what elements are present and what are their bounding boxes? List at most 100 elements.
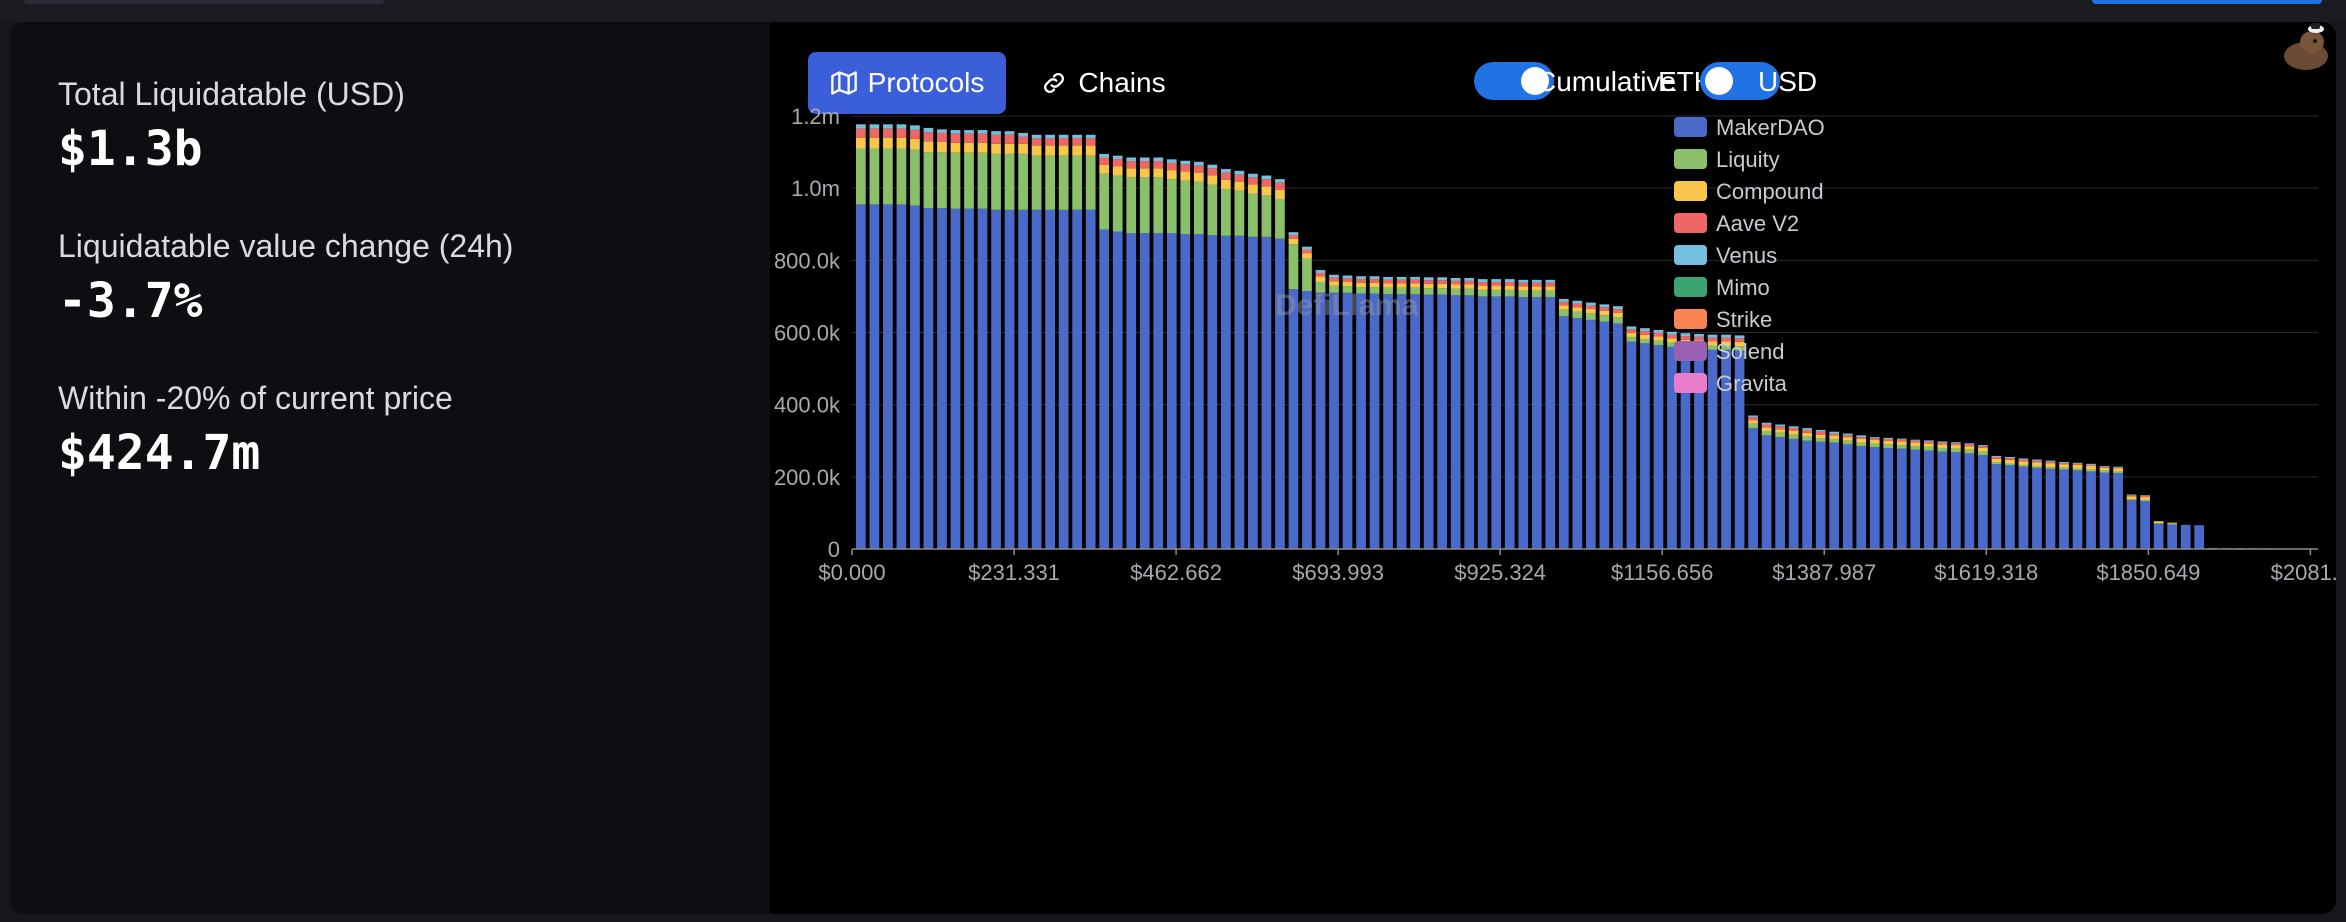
bar-segment-compound[interactable]: [2072, 464, 2083, 469]
bar-segment-venus[interactable]: [1072, 134, 1083, 139]
legend-swatch[interactable]: [1674, 245, 1707, 265]
bar-segment-aave-v2[interactable]: [2072, 463, 2083, 465]
bar-segment-venus[interactable]: [1329, 274, 1339, 278]
legend-swatch[interactable]: [1674, 277, 1707, 297]
bar-segment-aave-v2[interactable]: [964, 133, 974, 143]
bar-segment-makerdao[interactable]: [1964, 453, 1975, 549]
legend-swatch[interactable]: [1674, 149, 1707, 169]
bar-segment-venus[interactable]: [2032, 459, 2042, 461]
bar-segment-liquity[interactable]: [1896, 445, 1907, 449]
bar-segment-liquity[interactable]: [1721, 345, 1731, 350]
bar-segment-venus[interactable]: [1572, 300, 1583, 304]
bar-segment-makerdao[interactable]: [1112, 231, 1123, 549]
bar-segment-makerdao[interactable]: [1166, 233, 1177, 549]
bar-segment-makerdao[interactable]: [1410, 294, 1420, 549]
bar-segment-aave-v2[interactable]: [2032, 460, 2042, 463]
bar-segment-venus[interactable]: [1734, 335, 1745, 339]
bar-segment-liquity[interactable]: [1396, 287, 1407, 295]
bar-segment-aave-v2[interactable]: [1923, 441, 1934, 444]
legend-swatch[interactable]: [1674, 309, 1707, 329]
bar-segment-aave-v2[interactable]: [1951, 443, 1961, 446]
bar-segment-compound[interactable]: [1829, 435, 1840, 439]
bar-segment-venus[interactable]: [1531, 279, 1542, 283]
bar-segment-liquity[interactable]: [1477, 289, 1488, 297]
bar-segment-aave-v2[interactable]: [2059, 463, 2069, 465]
bar-segment-venus[interactable]: [2072, 462, 2083, 464]
bar-segment-makerdao[interactable]: [1883, 447, 1894, 549]
bar-segment-venus[interactable]: [1180, 160, 1191, 165]
bar-segment-venus[interactable]: [1234, 170, 1245, 175]
bar-segment-makerdao[interactable]: [2018, 466, 2029, 549]
bar-segment-venus[interactable]: [1369, 276, 1380, 280]
bar-segment-aave-v2[interactable]: [1085, 138, 1096, 146]
bar-segment-liquity[interactable]: [950, 152, 961, 209]
bar-segment-venus[interactable]: [1275, 179, 1285, 183]
bar-segment-venus[interactable]: [964, 130, 974, 134]
bar-segment-compound[interactable]: [1166, 170, 1177, 180]
bar-segment-compound[interactable]: [1018, 143, 1028, 154]
bar-segment-liquity[interactable]: [856, 148, 866, 205]
bar-segment-compound[interactable]: [1261, 186, 1272, 196]
bar-segment-aave-v2[interactable]: [1504, 281, 1515, 286]
bar-segment-liquity[interactable]: [1531, 290, 1542, 298]
bar-segment-liquity[interactable]: [1437, 288, 1448, 295]
bar-segment-liquity[interactable]: [937, 152, 947, 209]
bar-segment-liquity[interactable]: [1315, 281, 1326, 293]
protocols-button[interactable]: Protocols: [808, 52, 1006, 114]
bar-segment-liquity[interactable]: [1707, 345, 1718, 350]
bar-segment-makerdao[interactable]: [923, 208, 934, 549]
bar-segment-liquity[interactable]: [2059, 467, 2069, 470]
bar-segment-liquity[interactable]: [1869, 443, 1880, 448]
bar-segment-liquity[interactable]: [1856, 442, 1867, 447]
bar-segment-aave-v2[interactable]: [1153, 161, 1164, 169]
bar-segment-liquity[interactable]: [1545, 290, 1556, 298]
bar-segment-venus[interactable]: [1978, 445, 1988, 447]
bar-segment-venus[interactable]: [1788, 426, 1799, 429]
bar-segment-compound[interactable]: [2086, 466, 2096, 470]
legend-label[interactable]: MakerDAO: [1716, 115, 1825, 140]
bar-segment-venus[interactable]: [856, 124, 866, 129]
bar-segment-makerdao[interactable]: [869, 204, 880, 549]
bar-segment-liquity[interactable]: [1302, 258, 1312, 291]
bar-segment-makerdao[interactable]: [1315, 292, 1326, 549]
bar-segment-makerdao[interactable]: [1234, 235, 1245, 550]
bar-segment-makerdao[interactable]: [1383, 294, 1393, 549]
legend-swatch[interactable]: [1674, 373, 1707, 393]
bar-segment-aave-v2[interactable]: [977, 133, 988, 143]
bar-segment-liquity[interactable]: [1667, 342, 1677, 347]
bar-segment-makerdao[interactable]: [1072, 209, 1083, 549]
bar-segment-liquity[interactable]: [1166, 179, 1177, 234]
bar-segment-makerdao[interactable]: [2140, 501, 2150, 549]
bar-segment-makerdao[interactable]: [1504, 296, 1515, 549]
bar-segment-compound[interactable]: [2059, 464, 2069, 468]
bar-segment-liquity[interactable]: [991, 153, 1001, 210]
bar-segment-liquity[interactable]: [1653, 340, 1664, 346]
bar-segment-venus[interactable]: [1423, 277, 1434, 281]
bar-segment-venus[interactable]: [1869, 437, 1880, 439]
bar-segment-makerdao[interactable]: [1640, 343, 1650, 549]
bar-segment-makerdao[interactable]: [1545, 297, 1556, 549]
bar-segment-makerdao[interactable]: [1058, 209, 1069, 549]
bar-segment-makerdao[interactable]: [937, 208, 947, 549]
bar-segment-makerdao[interactable]: [883, 204, 893, 549]
bar-segment-compound[interactable]: [1153, 168, 1164, 178]
bar-segment-compound[interactable]: [1613, 312, 1623, 317]
legend-label[interactable]: Compound: [1716, 179, 1824, 204]
bar-segment-makerdao[interactable]: [1531, 297, 1542, 549]
bar-segment-makerdao[interactable]: [2113, 473, 2123, 549]
bar-segment-aave-v2[interactable]: [1667, 334, 1677, 339]
bar-segment-makerdao[interactable]: [991, 209, 1001, 549]
bar-segment-liquity[interactable]: [1910, 446, 1921, 450]
bar-segment-makerdao[interactable]: [1004, 209, 1015, 549]
bar-segment-compound[interactable]: [991, 143, 1001, 154]
bar-segment-venus[interactable]: [1464, 278, 1475, 281]
bar-segment-aave-v2[interactable]: [1869, 438, 1880, 441]
bar-segment-compound[interactable]: [1193, 172, 1204, 182]
bar-segment-compound[interactable]: [1329, 281, 1339, 286]
bar-segment-aave-v2[interactable]: [2140, 495, 2150, 498]
bar-segment-venus[interactable]: [1613, 306, 1623, 310]
bar-segment-makerdao[interactable]: [1802, 440, 1813, 549]
bar-segment-makerdao[interactable]: [1978, 455, 1988, 549]
legend-label[interactable]: Liquity: [1716, 147, 1780, 172]
bar-segment-aave-v2[interactable]: [1031, 138, 1042, 146]
